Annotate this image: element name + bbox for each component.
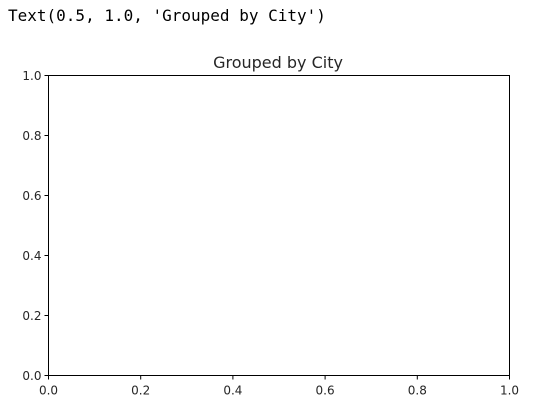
y-tick-label: 0.0 (22, 369, 41, 383)
y-axis: 0.0 0.2 0.4 0.6 0.8 1.0 (22, 69, 48, 383)
x-tick-label: 0.0 (39, 384, 58, 398)
x-tick-label: 0.6 (316, 384, 335, 398)
x-tick-label: 1.0 (500, 384, 519, 398)
y-tick-label: 0.8 (22, 129, 41, 143)
x-tick-label: 0.8 (408, 384, 427, 398)
y-tick-label: 0.6 (22, 189, 41, 203)
x-axis: 0.0 0.2 0.4 0.6 0.8 1.0 (39, 376, 519, 398)
y-tick-label: 0.2 (22, 309, 41, 323)
x-tick-label: 0.2 (131, 384, 150, 398)
y-tick-label: 0.4 (22, 249, 41, 263)
y-tick-label: 1.0 (22, 69, 41, 83)
x-tick-label: 0.4 (223, 384, 242, 398)
chart-title: Grouped by City (213, 53, 343, 72)
plot-area (49, 76, 510, 376)
